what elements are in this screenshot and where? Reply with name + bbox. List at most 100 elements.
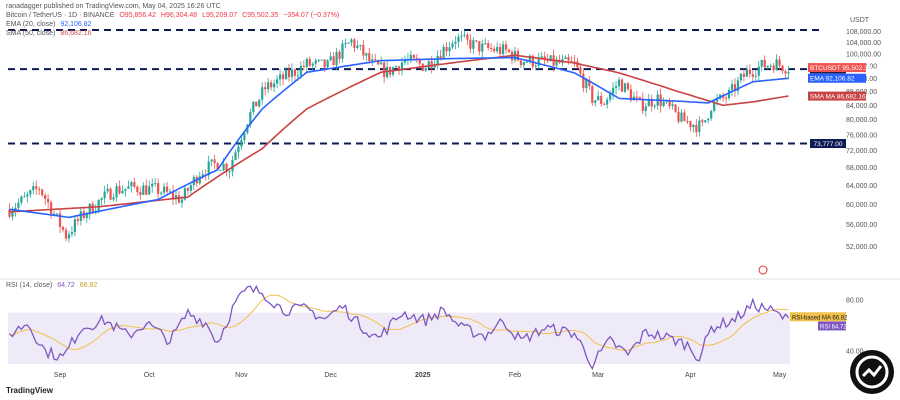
candle-body <box>716 98 719 102</box>
candle-body <box>225 163 228 172</box>
candle-body <box>281 74 285 80</box>
candle-body <box>606 99 609 105</box>
time-tick-label: Oct <box>144 372 155 379</box>
candle-body <box>555 59 558 66</box>
ema-legend[interactable]: EMA (20, close) 92,106.82 <box>6 20 92 29</box>
candle-body <box>409 54 412 60</box>
candle-body <box>439 56 442 60</box>
candle-body <box>267 82 270 90</box>
candle-body <box>377 60 380 65</box>
support-tag <box>810 139 846 149</box>
ohlc-high: H96,304.48 <box>160 12 198 19</box>
candle-body <box>484 43 487 45</box>
price-tick-label: 56,000.00 <box>846 222 877 229</box>
candle-body <box>133 182 136 187</box>
candle-body <box>543 56 546 61</box>
candle-body <box>757 66 760 76</box>
rsi-legend[interactable]: RSI (14, close) 64.72 66.82 <box>6 281 97 290</box>
candle-body <box>356 45 359 49</box>
symbol-text: Bitcoin / TetherUS · 1D · BINANCE <box>6 12 115 19</box>
candle-body <box>585 79 588 89</box>
candle-body <box>724 97 728 99</box>
candle-body <box>614 86 618 88</box>
candle-body <box>763 59 766 68</box>
candle-body <box>106 188 109 192</box>
rsi-legend-label: RSI (14, close) <box>6 282 53 289</box>
candle-body <box>570 60 573 62</box>
candle-body <box>430 61 433 68</box>
candle-body <box>442 46 445 60</box>
candle-body <box>451 43 454 48</box>
candle-body <box>255 101 258 107</box>
candle-body <box>320 59 323 61</box>
candle-body <box>100 198 103 200</box>
last-price-tag <box>808 63 866 73</box>
candle-body <box>323 59 326 68</box>
ema-legend-label: EMA (20, close) <box>6 21 56 28</box>
candle-body <box>403 59 407 63</box>
sma-tag-label: SMA MA 86,682.16 <box>810 94 866 101</box>
candle-body <box>35 186 38 189</box>
candle-body <box>677 111 680 122</box>
candle-body <box>284 69 288 80</box>
candle-body <box>635 96 638 98</box>
candle-body <box>148 186 151 195</box>
price-tick-label: 60,000.00 <box>846 202 877 209</box>
candle-body <box>498 47 502 55</box>
candle-body <box>228 171 231 173</box>
candle-body <box>683 112 686 122</box>
candle-body <box>472 40 475 49</box>
candle-body <box>454 41 457 44</box>
candle-body <box>501 44 505 55</box>
ohlc-change: −354.07 (−0.37%) <box>283 12 340 19</box>
candle-body <box>778 59 781 66</box>
candle-body <box>270 82 273 88</box>
candle-body <box>365 53 368 56</box>
candle-body <box>32 186 35 191</box>
candle-body <box>537 57 540 66</box>
candle-body <box>760 59 763 67</box>
candle-body <box>710 110 713 119</box>
candle-body <box>626 83 630 90</box>
candle-body <box>350 39 353 43</box>
candle-body <box>766 65 769 68</box>
candle-body <box>600 96 603 104</box>
candle-body <box>371 59 374 62</box>
candle-body <box>727 89 731 99</box>
candle-body <box>109 188 112 200</box>
candle-body <box>50 202 53 216</box>
candle-body <box>653 105 656 107</box>
sma-tag <box>808 91 866 101</box>
candle-body <box>519 60 523 66</box>
candle-body <box>620 79 624 92</box>
candle-body <box>686 121 689 123</box>
candle-body <box>237 146 240 153</box>
candle-body <box>525 61 528 63</box>
candle-body <box>168 191 172 193</box>
candle-body <box>650 98 653 107</box>
candle-body <box>55 213 59 215</box>
candle-body <box>701 120 704 123</box>
price-tick-label: 104,000.00 <box>846 40 881 47</box>
candle-body <box>374 59 377 61</box>
candle-body <box>733 84 737 92</box>
logo-icon <box>850 350 894 394</box>
rsi-tick-label: 80.00 <box>846 297 864 304</box>
price-tick-label: 64,000.00 <box>846 183 877 190</box>
time-tick-label: May <box>773 372 787 379</box>
sma-legend[interactable]: SMA (50, close) 86,682.16 <box>6 29 92 38</box>
candle-body <box>680 112 683 122</box>
candle-body <box>207 161 210 176</box>
candle-body <box>546 60 549 62</box>
candle-body <box>308 59 311 66</box>
candle-body <box>504 44 508 50</box>
rsi-ma-tag <box>790 312 846 322</box>
tradingview-brand-text: TradingView <box>6 386 53 395</box>
candle-body <box>671 104 674 106</box>
candle-body <box>603 103 606 105</box>
candle-body <box>163 186 166 193</box>
candle-body <box>540 56 543 58</box>
ema-20-line <box>9 56 789 219</box>
candle-body <box>335 51 338 66</box>
